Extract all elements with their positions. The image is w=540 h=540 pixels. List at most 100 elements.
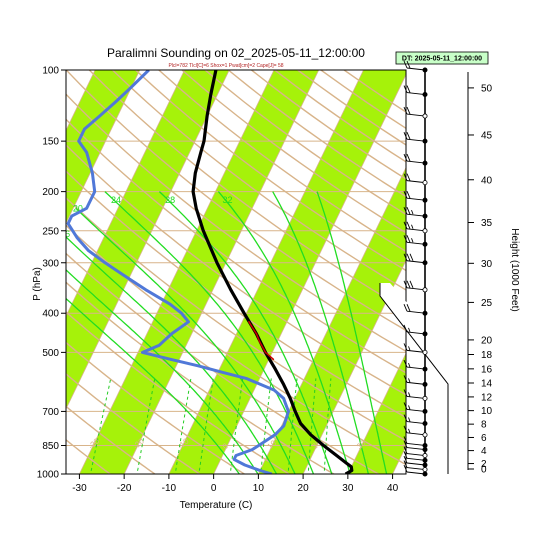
wind-barb-flag [403, 451, 408, 459]
dewpoint-point [233, 458, 235, 461]
x-axis: -30 -20 -10 0 10 20 30 40 [72, 474, 399, 494]
wind-barb-shaft [406, 67, 426, 71]
temperature-point [309, 434, 312, 436]
wind-level-dot [422, 331, 428, 337]
p-tick-label: 100 [42, 66, 59, 77]
dry-adiabat [66, 93, 406, 353]
profiles [66, 70, 354, 474]
wind-level-dot [422, 462, 428, 468]
wind-barb-shaft [406, 197, 426, 201]
x-tick-label: -10 [162, 483, 177, 494]
height-tick-label: 10 [481, 406, 493, 417]
wind-barb-shaft [406, 92, 426, 95]
wind-barb-shaft [406, 287, 426, 291]
height-axis-label: Height (1000 Feet) [509, 228, 520, 311]
isotherm-line [347, 352, 406, 474]
wind-barb-shaft [406, 331, 426, 335]
wind-barb-shaft [406, 310, 426, 314]
dewpoint-point [130, 85, 133, 88]
x-tick-label: 40 [387, 483, 399, 494]
temperature-point [206, 115, 208, 117]
isotherm-label: 40 [400, 438, 413, 451]
isotherm-line [66, 70, 141, 225]
dewpoint-point [180, 312, 183, 315]
moist-adiabat [272, 191, 370, 474]
date-box-label: DT: 2025-05-11_12:00:00 [402, 56, 482, 63]
wind-barb-flag [403, 206, 408, 215]
plot-frame [65, 69, 407, 475]
wind-barb-shaft [406, 138, 426, 142]
dry-adiabat [135, 70, 406, 272]
dry-adiabat [66, 143, 406, 396]
wind-barb-shaft [406, 453, 426, 456]
wind-barb-half [408, 362, 411, 368]
temperature-point [282, 383, 285, 386]
dewpoint-point [285, 405, 288, 408]
wind-level-dot [422, 381, 428, 387]
x-tick-label: 0 [211, 483, 217, 494]
wind-barb-shaft [406, 443, 426, 446]
wind-barb-flag [403, 304, 408, 312]
date-box: DT: 2025-05-11_12:00:00 [395, 51, 489, 65]
isotherm-line [168, 70, 364, 474]
dry-adiabat [112, 70, 406, 291]
wind-level-dot [422, 160, 428, 166]
temperature-point [195, 207, 198, 210]
dewpoint-point [67, 222, 69, 225]
mixing-ratio-line [287, 378, 298, 474]
x-tick-label: 30 [342, 483, 354, 494]
moist-adiabat [158, 191, 333, 474]
height-tick-label: 45 [481, 130, 493, 141]
wind-level-dot [422, 228, 428, 234]
dry-adiabat [66, 341, 246, 474]
wind-barb-flag [403, 324, 408, 333]
mixing-ratio-line [198, 378, 214, 474]
wind-barb-flag [403, 235, 408, 243]
dewpoint-line [66, 70, 290, 474]
mixing-ratio-line [307, 378, 317, 474]
wind-barb-shaft [406, 349, 426, 353]
dewpoint-point [141, 351, 144, 354]
parcel-point [258, 340, 261, 343]
wind-barb-flag [406, 85, 411, 93]
x-tick-label: -30 [72, 483, 87, 494]
parcel-line [248, 321, 274, 360]
dewpoint-point [93, 190, 96, 193]
height-tick-label: 30 [481, 259, 493, 270]
wind-level-dot [422, 453, 428, 459]
wind-barb-flag [403, 425, 408, 434]
dewpoint-point [76, 236, 78, 239]
wind-barb-flag [406, 280, 411, 288]
dry-adiabat [66, 118, 406, 374]
temperature-point [229, 289, 232, 291]
dry-adiabat [158, 70, 406, 253]
wind-barb-flag [406, 190, 411, 199]
wind-barb-shaft [406, 432, 426, 436]
height-tick-label: 12 [481, 392, 493, 403]
wind-barb-flag [403, 464, 408, 473]
dry-adiabat [66, 405, 157, 474]
temperature-point [289, 397, 292, 400]
isotherm-label: 0 [221, 441, 231, 451]
moist-adiabat-label: 20 [73, 203, 83, 213]
temperature-point [194, 172, 197, 174]
temperature-point [299, 422, 302, 425]
moist-adiabat-label: 16 [60, 229, 70, 239]
dewpoint-point [85, 207, 88, 210]
wind-level-dot [422, 180, 428, 186]
wind-barb-flag [403, 253, 408, 261]
mixing-ratio-line [229, 378, 244, 474]
wind-column-mask [380, 283, 472, 474]
temperature-point [209, 93, 212, 96]
wind-barb-half [411, 209, 414, 215]
wind-barb-flag [406, 253, 411, 261]
moist-adiabat [316, 191, 388, 474]
dry-adiabat [66, 439, 112, 474]
p-tick-label: 300 [42, 258, 59, 269]
dewpoint-point [170, 333, 173, 335]
wind-barb-shaft [406, 213, 426, 217]
wind-barb-flag [403, 153, 408, 162]
wind-level-dot [422, 349, 428, 355]
wind-barb-shaft [406, 395, 426, 399]
p-tick-label: 200 [42, 187, 59, 198]
